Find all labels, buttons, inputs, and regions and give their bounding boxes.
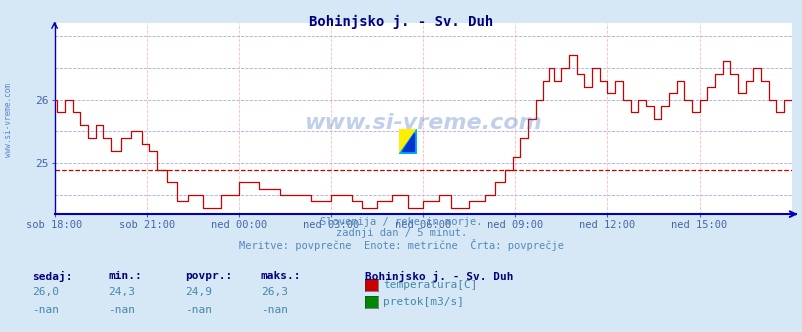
Text: Meritve: povprečne  Enote: metrične  Črta: povprečje: Meritve: povprečne Enote: metrične Črta:… [239, 239, 563, 251]
Text: www.si-vreme.com: www.si-vreme.com [304, 113, 541, 132]
Text: temperatura[C]: temperatura[C] [383, 280, 477, 290]
Text: zadnji dan / 5 minut.: zadnji dan / 5 minut. [335, 228, 467, 238]
Text: -nan: -nan [32, 305, 59, 315]
Text: 26,0: 26,0 [32, 287, 59, 297]
Polygon shape [399, 129, 416, 154]
Text: Bohinjsko j. - Sv. Duh: Bohinjsko j. - Sv. Duh [365, 271, 513, 282]
Text: -nan: -nan [184, 305, 212, 315]
Text: 24,3: 24,3 [108, 287, 136, 297]
Polygon shape [399, 129, 416, 154]
Text: www.si-vreme.com: www.si-vreme.com [3, 83, 13, 156]
Text: sedaj:: sedaj: [32, 271, 72, 282]
Text: 26,3: 26,3 [261, 287, 288, 297]
Text: povpr.:: povpr.: [184, 271, 232, 281]
Text: min.:: min.: [108, 271, 142, 281]
Text: pretok[m3/s]: pretok[m3/s] [383, 297, 464, 307]
Text: Slovenija / reke in morje.: Slovenija / reke in morje. [320, 217, 482, 227]
Text: -nan: -nan [108, 305, 136, 315]
Text: -nan: -nan [261, 305, 288, 315]
Polygon shape [401, 133, 414, 151]
Text: 24,9: 24,9 [184, 287, 212, 297]
Text: maks.:: maks.: [261, 271, 301, 281]
Text: Bohinjsko j. - Sv. Duh: Bohinjsko j. - Sv. Duh [309, 15, 493, 29]
